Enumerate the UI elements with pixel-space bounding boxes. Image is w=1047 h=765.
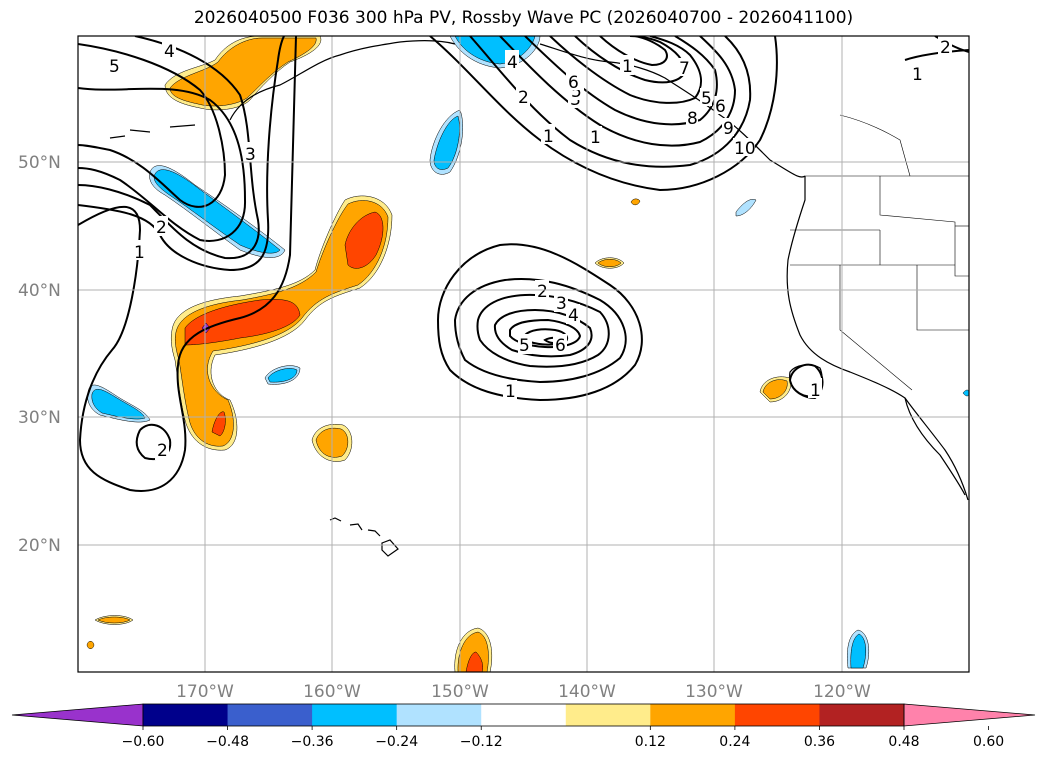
lat-label-20n: 20°N: [18, 536, 61, 556]
colorbar-tick-label: −0.12: [460, 734, 503, 750]
colorbar-swatch: [481, 704, 567, 726]
contour-label: 5: [109, 57, 120, 77]
contour-label: 1: [622, 57, 633, 77]
contour-label: 5: [701, 89, 712, 109]
lon-label-140w: 140°W: [558, 682, 616, 702]
lon-label-150w: 150°W: [431, 682, 489, 702]
contour-label: 2: [940, 38, 951, 58]
contour-label: 8: [687, 109, 698, 129]
pv-contours: [78, 36, 969, 492]
gridlines: [78, 36, 969, 672]
contour-label: 1: [912, 65, 923, 85]
colorbar-swatch: [396, 704, 482, 726]
contour-label: 6: [555, 336, 566, 356]
contour-label: 10: [734, 139, 756, 159]
contour-label: 1: [543, 127, 554, 147]
contour-label: 6: [568, 73, 579, 93]
colorbar-tick-label: 0.12: [635, 734, 666, 750]
positive-pv-anomaly-fill: [86, 36, 792, 672]
contour-label: 5: [571, 82, 582, 102]
colorbar-swatch: [565, 704, 651, 726]
contour-label: 2: [156, 218, 167, 238]
contour-label: 1: [134, 243, 145, 263]
contour-label: 4: [568, 306, 579, 326]
lon-label-160w: 160°W: [303, 682, 361, 702]
colorbar-swatch: [734, 704, 820, 726]
colorbar-tick-label: −0.36: [291, 734, 334, 750]
contour-label: 1: [505, 382, 516, 402]
contour-label: 1: [480, 21, 491, 41]
colorbar-swatch: [227, 704, 313, 726]
contour-label: 3: [556, 294, 567, 314]
contour-label: 7: [679, 59, 690, 79]
contour-labels: 5 4 3 2 1 2 1 1 2 3 4 5 6 1: [107, 21, 952, 461]
contour-label: 9: [723, 119, 734, 139]
colorbar-tick-label: 0.36: [804, 734, 835, 750]
colorbar-swatch: [650, 704, 736, 726]
contour-label: 5: [519, 336, 530, 356]
contour-label: 6: [715, 97, 726, 117]
contour-label: 4: [507, 53, 518, 73]
colorbar-tick-label: 0.48: [888, 734, 919, 750]
colorbar-extension-max: [903, 703, 1036, 727]
contour-label: 1: [590, 128, 601, 148]
lon-label-130w: 130°W: [685, 682, 743, 702]
map-plot: 5 4 3 2 1 2 1 1 2 3 4 5 6 1: [78, 21, 969, 672]
lon-label-170w: 170°W: [176, 682, 234, 702]
colorbar-tick-label: 0.60: [973, 734, 1004, 750]
negative-pv-anomaly-fill: [87, 36, 969, 669]
lat-label-40n: 40°N: [18, 281, 61, 301]
map-frame: [77, 35, 970, 673]
colorbar-tick-label: −0.48: [206, 734, 249, 750]
contour-label: 2: [537, 282, 548, 302]
contour-label: 1: [810, 381, 821, 401]
colorbar: −0.60 −0.48 −0.36 −0.24 −0.12 0.12 0.24 0.36 0.4…: [11, 703, 1036, 750]
colorbar-tick-label: −0.24: [375, 734, 418, 750]
colorbar-tick-label: −0.60: [122, 734, 165, 750]
colorbar-extension-min: [11, 703, 144, 727]
colorbar-swatch: [312, 704, 398, 726]
map-title: 2026040500 F036 300 hPa PV, Rossby Wave …: [193, 8, 854, 28]
contour-label: 2: [157, 441, 168, 461]
contour-label: 4: [164, 42, 175, 62]
colorbar-swatch: [143, 704, 229, 726]
lat-label-50n: 50°N: [18, 153, 61, 173]
latitude-labels: 50°N 40°N 30°N 20°N: [18, 153, 61, 556]
lon-label-120w: 120°W: [813, 682, 871, 702]
colorbar-swatch: [819, 704, 905, 726]
state-borders: [790, 114, 969, 391]
longitude-labels: 170°W 160°W 150°W 140°W 130°W 120°W: [176, 682, 871, 702]
colorbar-tick-label: 0.24: [719, 734, 750, 750]
contour-label: 2: [518, 88, 529, 108]
lat-label-30n: 30°N: [18, 408, 61, 428]
colorbar-outline: [142, 703, 905, 727]
contour-label: 3: [245, 145, 256, 165]
